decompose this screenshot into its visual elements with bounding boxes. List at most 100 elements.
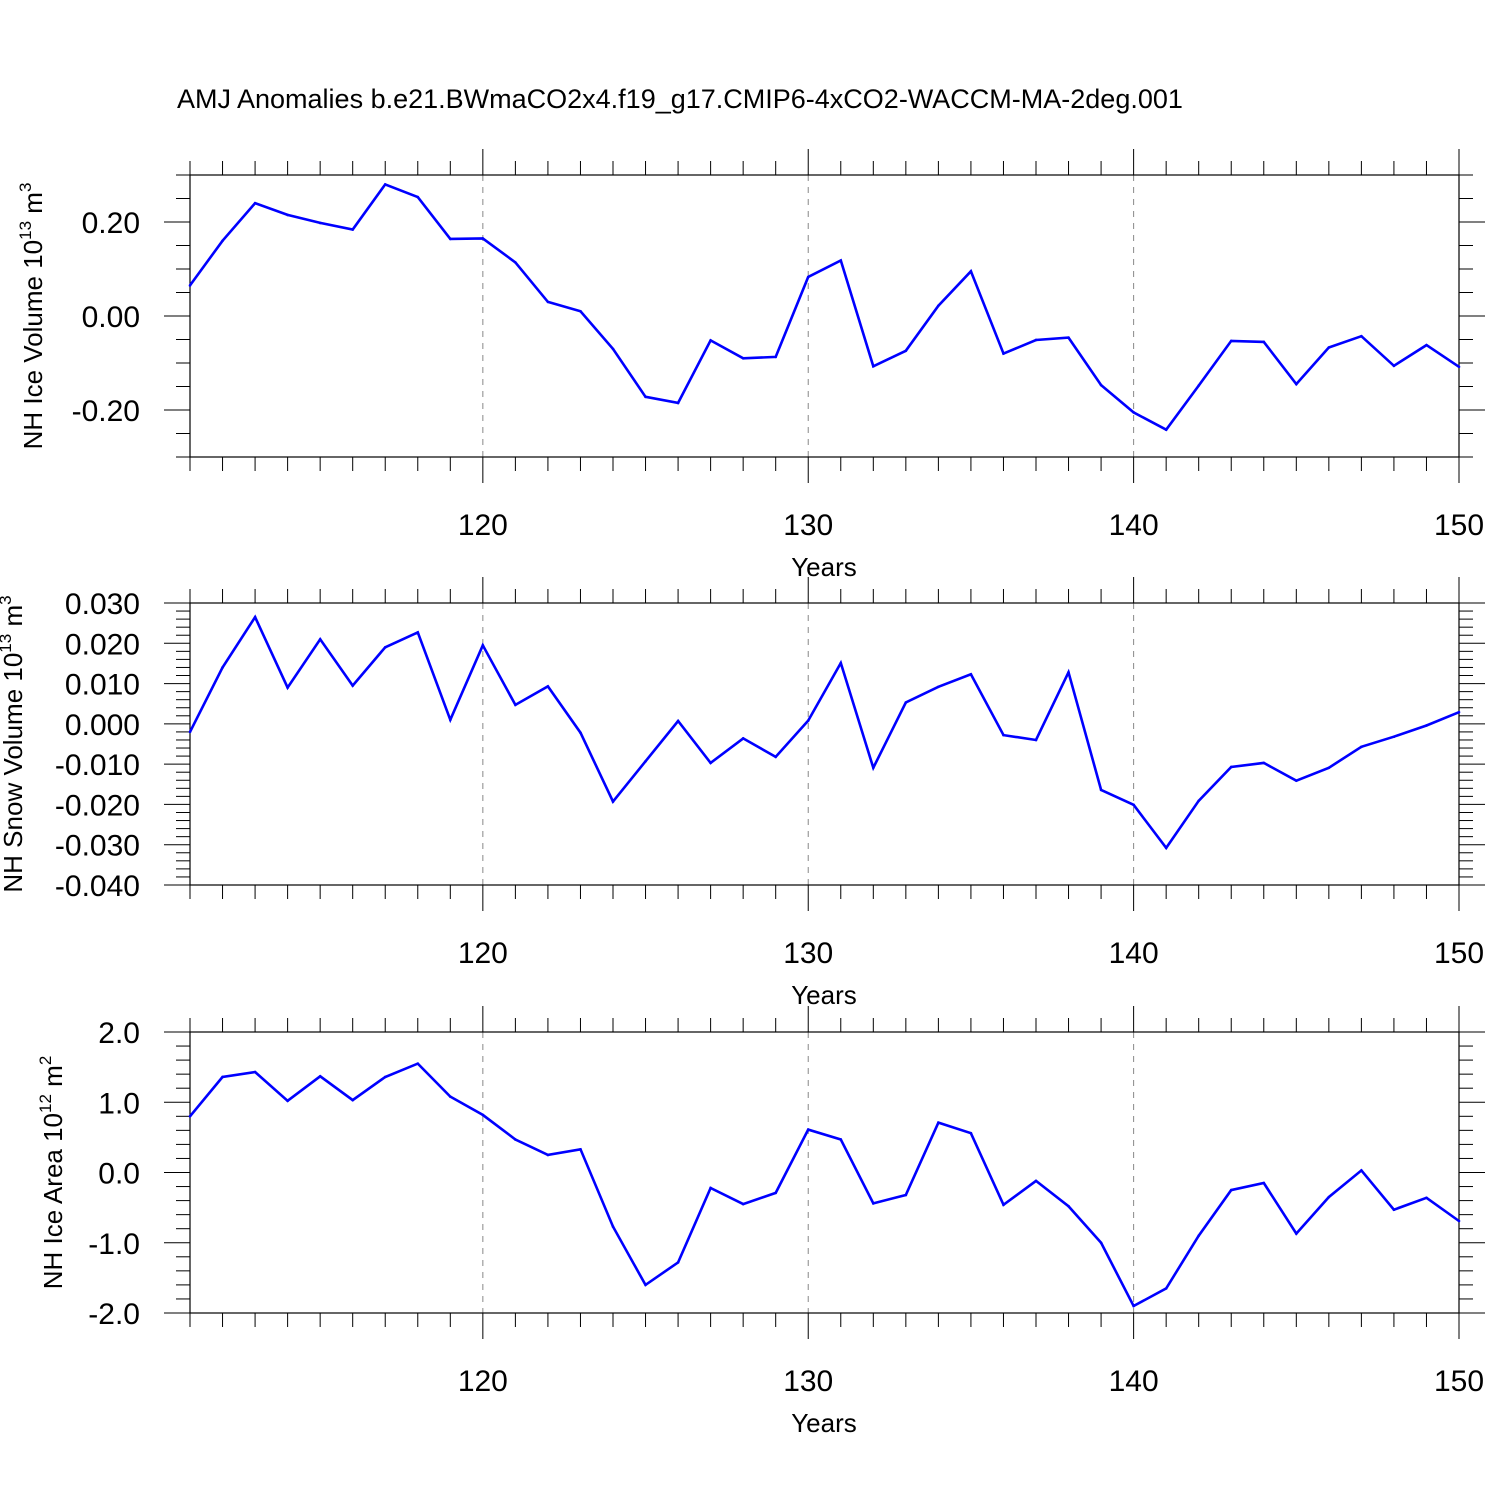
y-axis-label: NH Snow Volume 1013 m3 [0,595,28,892]
data-point [1457,365,1461,369]
data-point [872,1202,875,1205]
data-point [969,1131,973,1135]
data-point [904,701,908,704]
data-point [546,300,550,304]
x-axis-label: Years [791,1408,857,1438]
data-point [514,261,517,264]
data-point [1099,383,1103,387]
y-tick-label: -0.20 [72,395,140,428]
data-point [839,259,843,262]
y-tick-label: 0.0 [98,1158,140,1191]
data-point [806,719,810,722]
data-point [1425,1196,1428,1200]
data-point [1034,1179,1038,1183]
y-tick-label: -0.020 [55,789,140,822]
data-point [351,1098,354,1102]
y-axis-label-unit-exponent: 2 [36,1056,55,1065]
x-tick-label: 150 [1434,937,1484,970]
data-point [481,644,485,647]
y-axis-label-main: NH Ice Area 10 [38,1113,68,1289]
data-point [1034,338,1038,342]
data-point [1392,1208,1396,1212]
data-point [449,718,452,722]
data-point [1262,761,1266,765]
data-point [221,239,224,243]
y-axis-label-main: NH Snow Volume 10 [0,653,28,893]
data-point [188,284,192,287]
x-tick-label: 130 [783,937,833,970]
data-point [644,760,647,763]
data-point [1327,766,1331,770]
y-axis-label-unit: m [0,605,28,634]
data-point [383,646,387,649]
y-tick-label: -1.0 [88,1228,140,1261]
data-point [351,228,354,231]
data-point [969,673,973,676]
data-point [937,685,940,689]
y-tick-label: -0.010 [55,749,140,782]
data-point [611,347,615,351]
data-point [872,766,875,770]
data-point [481,1113,485,1117]
x-tick-label: 120 [458,509,508,542]
data-point [1425,724,1428,727]
data-point [644,395,647,399]
data-point [1132,803,1135,807]
data-point [449,1095,452,1098]
y-tick-label: -0.040 [55,870,140,903]
data-point [709,761,712,765]
data-point [1327,1195,1331,1199]
data-point [1295,382,1298,386]
data-point [351,684,354,687]
series-line [188,1062,1460,1308]
data-point [741,357,745,360]
data-point [741,737,745,740]
data-point [709,1186,712,1190]
data-point [416,1062,420,1065]
data-point [839,1138,843,1141]
x-tick-label: 130 [783,1365,833,1398]
data-point [1164,1287,1168,1290]
data-point [1164,846,1168,850]
data-point [774,1191,777,1195]
x-tick-label: 140 [1109,509,1159,542]
y-axis-label-unit: m [18,192,48,221]
data-point [286,213,289,217]
data-point [806,1128,810,1131]
data-point [1099,1241,1103,1245]
data-point [1034,738,1038,742]
data-point [1164,428,1168,432]
chart-panel-3: -2.0 -1.0 0.0 1.0 2.0 120 130 140 150 Years NH Ice… [36,1006,1485,1438]
x-tick-label: 150 [1434,509,1484,542]
y-axis-label-main: NH Ice Volume 10 [18,240,48,450]
data-point [318,637,322,641]
data-point [1295,779,1298,782]
x-tick-label: 140 [1109,1365,1159,1398]
data-point [676,401,680,405]
data-point [1197,384,1200,387]
data-point [221,666,224,669]
data-point [676,1261,680,1264]
series-line [188,614,1460,851]
data-point [1425,343,1428,347]
data-point [188,730,192,734]
x-tick-label: 140 [1109,937,1159,970]
data-point [579,731,582,735]
data-point [1002,1203,1005,1207]
page-title: AMJ Anomalies b.e21.BWmaCO2x4.f19_g17.CM… [177,84,1183,114]
data-point [937,1121,940,1124]
data-point [1392,735,1396,739]
y-tick-label: -2.0 [88,1298,140,1331]
data-point [709,339,712,342]
data-point [741,1202,745,1206]
data-point [253,201,257,205]
data-point [1295,1232,1298,1235]
data-point [806,275,810,279]
plot-frame [189,1031,1460,1314]
data-point [318,221,322,225]
series-line [188,182,1460,432]
y-tick-label: 0.000 [65,709,140,742]
chart-panel-2: -0.040 -0.030 -0.020 -0.010 0.000 0.010 0.020 0… [0,577,1485,1010]
y-axis-label-exponent: 13 [16,221,35,240]
